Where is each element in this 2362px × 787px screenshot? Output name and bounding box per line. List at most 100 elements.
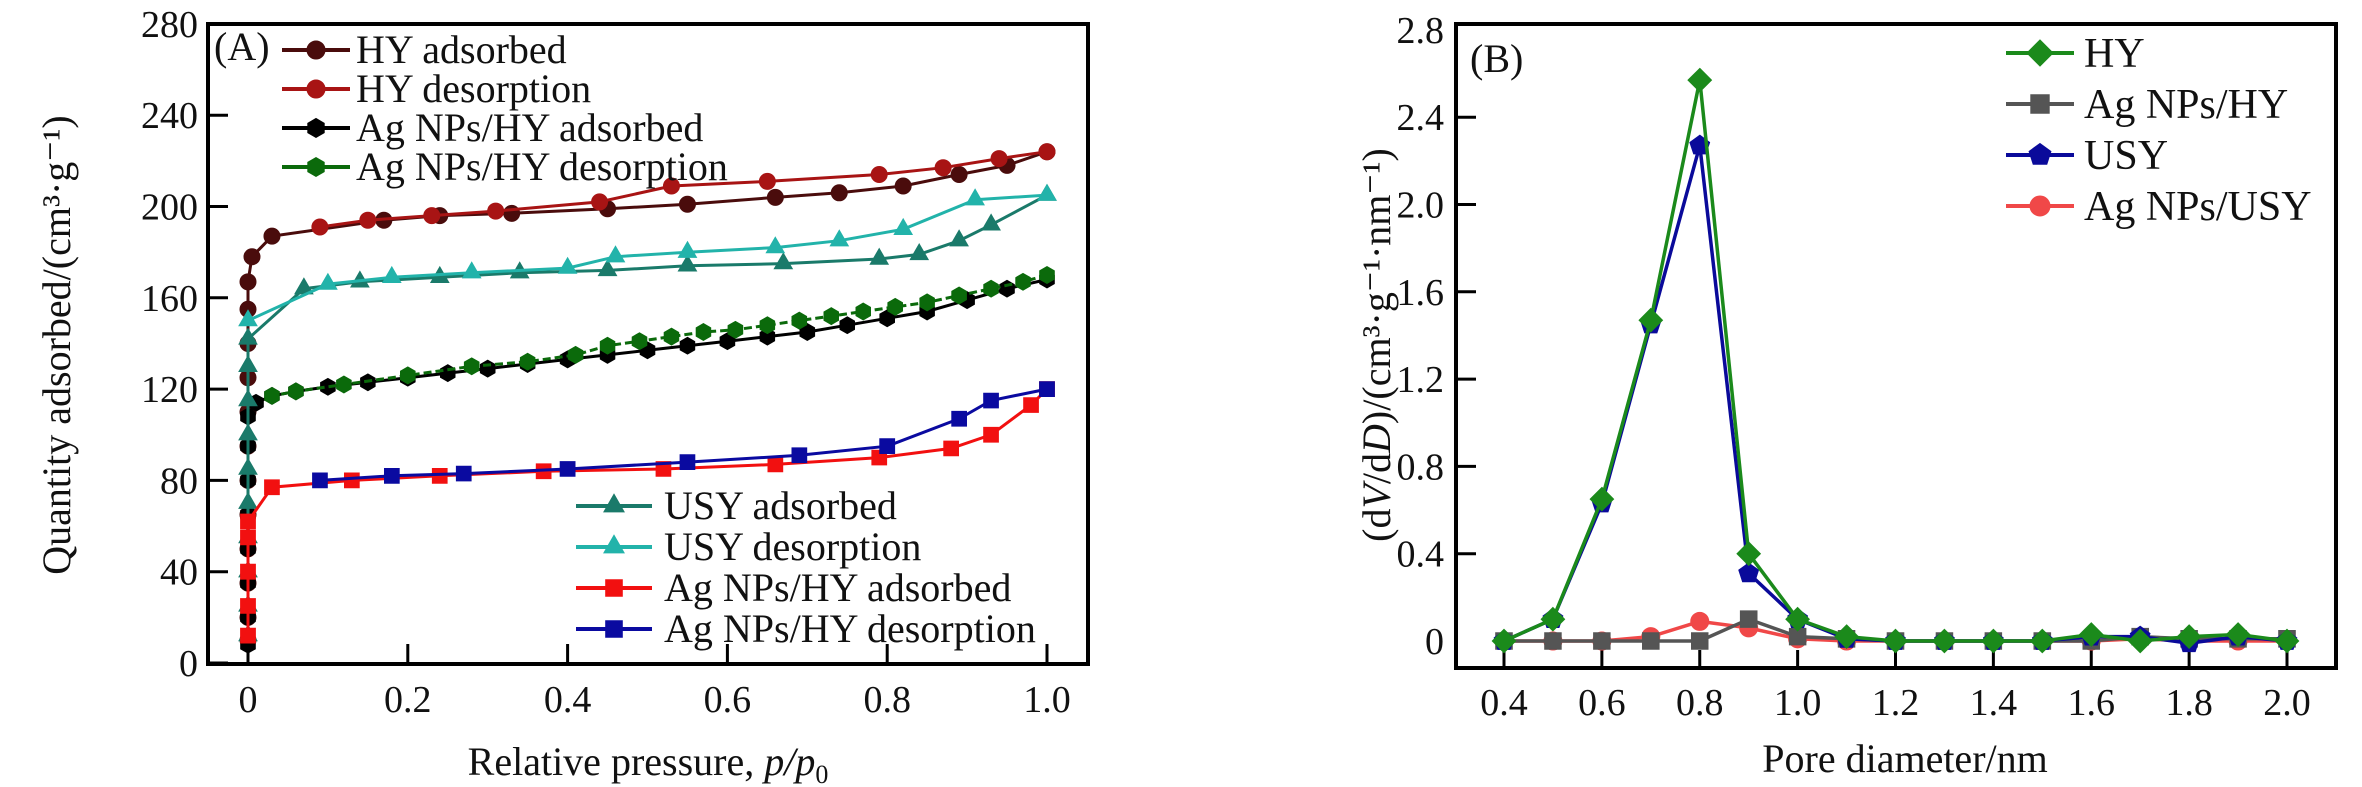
data-point	[597, 259, 618, 277]
legend-item: Ag NPs/HY adsorbed	[282, 105, 703, 150]
data-point	[1593, 632, 1611, 650]
data-point	[758, 172, 776, 190]
data-point	[950, 166, 968, 184]
legend-item: HY desorption	[282, 66, 591, 111]
data-point	[455, 465, 472, 482]
series-hy	[1491, 67, 2300, 654]
data-point	[239, 273, 257, 291]
data-point	[695, 323, 712, 341]
x-tick-label: 0.8	[1676, 682, 1724, 724]
legend-item: Ag NPs/HY adsorbed	[576, 565, 1011, 610]
legend-label: Ag NPs/HY adsorbed	[356, 105, 703, 150]
legend-item: HY adsorbed	[282, 27, 567, 72]
x-tick-label: 1.8	[2165, 682, 2213, 724]
legend-marker-icon	[307, 157, 325, 177]
legend-label: USY adsorbed	[664, 483, 897, 528]
data-point	[567, 345, 584, 364]
data-point	[559, 461, 576, 477]
series-line	[1503, 79, 2288, 643]
data-point	[679, 336, 696, 355]
data-point	[1015, 272, 1031, 291]
legend-marker-icon	[603, 493, 625, 513]
y-tick-label: 2.0	[1397, 185, 1445, 227]
data-point	[773, 252, 794, 270]
data-point	[1834, 624, 1860, 650]
data-point	[766, 188, 784, 206]
data-point	[1738, 562, 1760, 583]
data-point	[2127, 628, 2153, 654]
data-point	[1642, 632, 1660, 650]
data-point	[823, 307, 839, 326]
data-point	[879, 438, 896, 454]
data-point	[990, 150, 1008, 168]
data-point	[2225, 622, 2251, 647]
legend-item: USY	[2006, 133, 2168, 179]
data-point	[240, 513, 256, 530]
data-point	[1023, 397, 1039, 413]
panel-b-xlabel: Pore diameter/nm	[1762, 736, 2047, 781]
y-tick-label: 40	[160, 552, 198, 594]
legend-item: HY	[2006, 31, 2145, 77]
data-point	[663, 327, 680, 346]
data-point	[320, 377, 336, 396]
data-point	[1491, 628, 1517, 654]
data-point	[983, 279, 999, 298]
data-point	[1540, 606, 1566, 632]
data-point	[2274, 628, 2300, 654]
data-point	[240, 529, 256, 546]
data-point	[662, 177, 680, 195]
data-point	[384, 468, 400, 484]
x-tick-label: 0.8	[863, 679, 911, 721]
y-tick-label: 160	[141, 278, 198, 320]
series-ag-nps-hy-desorption	[264, 266, 1055, 405]
data-point	[1038, 143, 1056, 161]
data-point	[951, 286, 967, 305]
data-point	[423, 207, 441, 225]
data-point	[983, 426, 999, 443]
data-point	[919, 293, 935, 312]
data-point	[238, 457, 258, 475]
data-point	[679, 454, 696, 470]
x-tick-label: 1.2	[1872, 682, 1920, 724]
panel-a-label: (A)	[214, 24, 270, 69]
data-point	[791, 311, 808, 330]
data-point	[238, 309, 258, 327]
data-point	[336, 375, 352, 394]
panel-a-plot-frame	[206, 22, 1090, 666]
data-point	[727, 320, 744, 339]
data-point	[1544, 632, 1562, 650]
data-point	[767, 456, 784, 473]
series-hy-desorption	[311, 143, 1056, 236]
legend-marker-icon	[2026, 39, 2054, 67]
data-point	[1691, 632, 1709, 650]
data-point	[943, 440, 959, 457]
data-point	[344, 472, 360, 489]
series-line	[271, 273, 1048, 398]
series-usy-desorption	[238, 183, 1057, 327]
data-point	[591, 193, 609, 211]
y-tick-label: 0.8	[1397, 446, 1445, 488]
panel-a-ylabel: Quantity adsorbed/(cm³·g⁻¹)	[34, 115, 79, 574]
data-point	[312, 472, 328, 489]
y-tick-label: 280	[141, 4, 198, 46]
data-point	[655, 461, 672, 477]
data-point	[1638, 307, 1664, 333]
y-tick-label: 1.2	[1397, 359, 1445, 401]
data-point	[1931, 628, 1957, 654]
data-point	[887, 297, 903, 316]
legend-label: USY desorption	[664, 524, 921, 569]
data-point	[869, 247, 890, 265]
legend-label: USY	[2084, 133, 2168, 179]
data-point	[243, 248, 261, 266]
legend-marker-icon	[605, 579, 623, 597]
legend-item: Ag NPs/HY	[2006, 82, 2288, 128]
data-point	[605, 245, 626, 263]
y-tick-label: 120	[141, 369, 198, 411]
data-point	[240, 563, 256, 580]
x-tick-label: 0.4	[1480, 682, 1528, 724]
data-point	[949, 229, 969, 247]
y-tick-label: 200	[141, 187, 198, 229]
data-point	[829, 229, 850, 247]
legend-label: Ag NPs/HY desorption	[664, 606, 1036, 651]
data-point	[479, 359, 496, 378]
